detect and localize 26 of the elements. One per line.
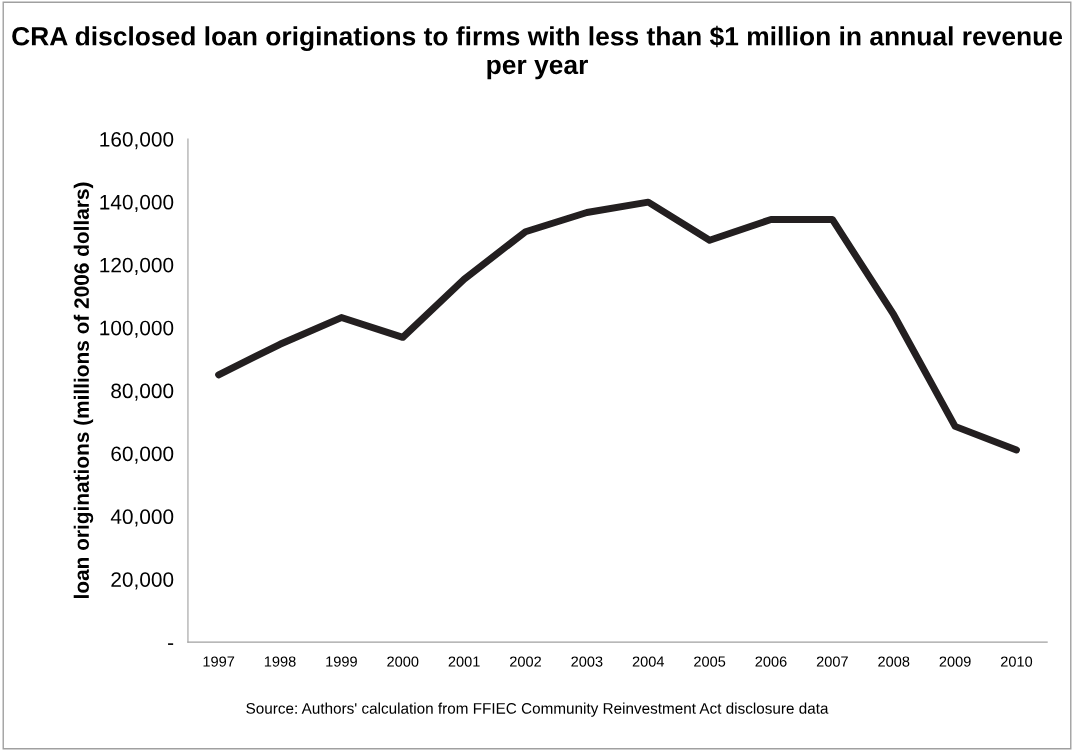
y-axis-title: loan originations (millions of 2006 dollars) [73,182,94,598]
x-tick-label: 2006 [755,656,787,667]
y-tick-label: - [168,643,174,645]
x-tick-label: 2003 [571,656,603,667]
chart-title: CRA disclosed loan originations to firms with less than $1 million in annual revenue per year [12,25,1063,80]
x-tick-label: 2002 [510,656,541,667]
x-tick-label: 2010 [1000,656,1033,667]
x-tick-label: 2000 [387,656,419,667]
x-tick-label: 1998 [264,656,296,667]
x-tick-label: 2004 [632,656,665,667]
x-tick-label: 2005 [694,656,726,667]
x-tick-label: 2009 [939,656,971,667]
x-tick-label: 2008 [878,656,910,667]
y-tick-label: 80,000 [111,383,174,401]
y-tick-label: 160,000 [100,131,174,150]
y-tick-label: 40,000 [110,509,174,527]
y-tick-label: 100,000 [100,320,174,338]
source-note: Source: Authors' calculation from FFIEC Community Reinvestment Act disclosure data [246,702,829,717]
x-tick-label: 1997 [203,656,235,667]
y-tick-label: 60,000 [111,446,174,464]
x-tick-label: 2001 [448,656,480,667]
x-tick-label: 1999 [326,656,357,667]
y-tick-label: 140,000 [100,194,174,213]
y-tick-label: 20,000 [111,572,174,590]
x-tick-label: 2007 [816,656,848,667]
y-tick-label: 120,000 [100,257,174,275]
